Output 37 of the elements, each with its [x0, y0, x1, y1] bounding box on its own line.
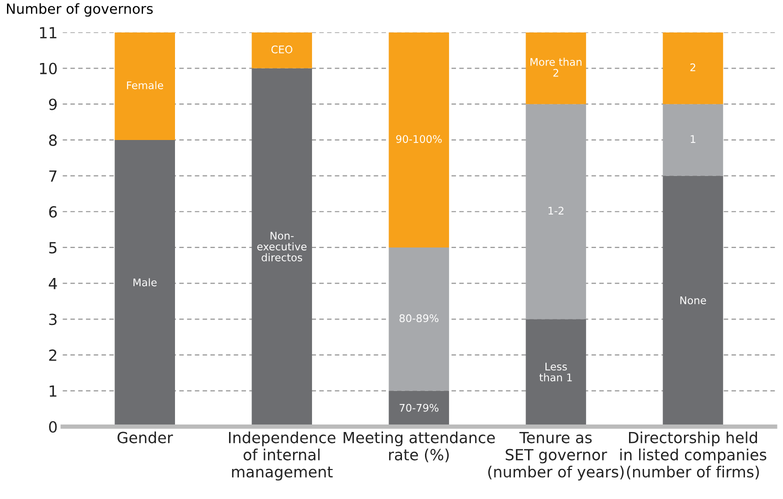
annotation: 90-100%	[396, 135, 442, 143]
y-tick-label: 6	[49, 206, 57, 218]
bar	[662, 104, 724, 176]
x-tick-label: Meeting attendance rate (%)	[344, 432, 495, 462]
annotation: 1	[690, 135, 696, 143]
bar	[662, 32, 724, 104]
annotation: 2	[690, 63, 696, 72]
y-tick-label: 1	[50, 385, 56, 397]
y-tick-label: 7	[49, 170, 56, 182]
y-tick-label: 2	[49, 349, 56, 361]
y-tick-label: 11	[40, 27, 56, 38]
annotation: 1-2	[548, 206, 564, 214]
y-tick-label: 5	[49, 242, 56, 254]
y-axis-title: Number of governors	[7, 3, 153, 17]
x-tick-label: Independence of internal management	[229, 432, 336, 481]
y-tick-label: 0	[49, 421, 57, 433]
annotation: 70-79%	[400, 404, 438, 412]
bar	[388, 247, 450, 391]
y-tick-label: 3	[49, 314, 57, 326]
bar	[526, 32, 586, 104]
annotation: Non- executive directos	[257, 232, 306, 262]
x-tick-label: Gender	[118, 432, 174, 444]
annotation: More than 2	[530, 58, 582, 77]
bar	[252, 32, 312, 68]
y-tick-label: 4	[48, 278, 57, 290]
y-tick-label: 10	[40, 62, 57, 74]
annotation: None	[680, 296, 706, 304]
annotation: Female	[127, 81, 164, 90]
annotation: Less than 1	[539, 362, 572, 382]
bar	[114, 32, 175, 140]
bar	[526, 104, 586, 320]
bar	[388, 32, 450, 248]
annotation: CEO	[271, 45, 292, 54]
y-tick-label: 9	[49, 98, 57, 110]
annotation: Male	[134, 278, 157, 286]
annotation: 80-89%	[400, 314, 438, 322]
y-tick-label: 8	[49, 134, 57, 146]
